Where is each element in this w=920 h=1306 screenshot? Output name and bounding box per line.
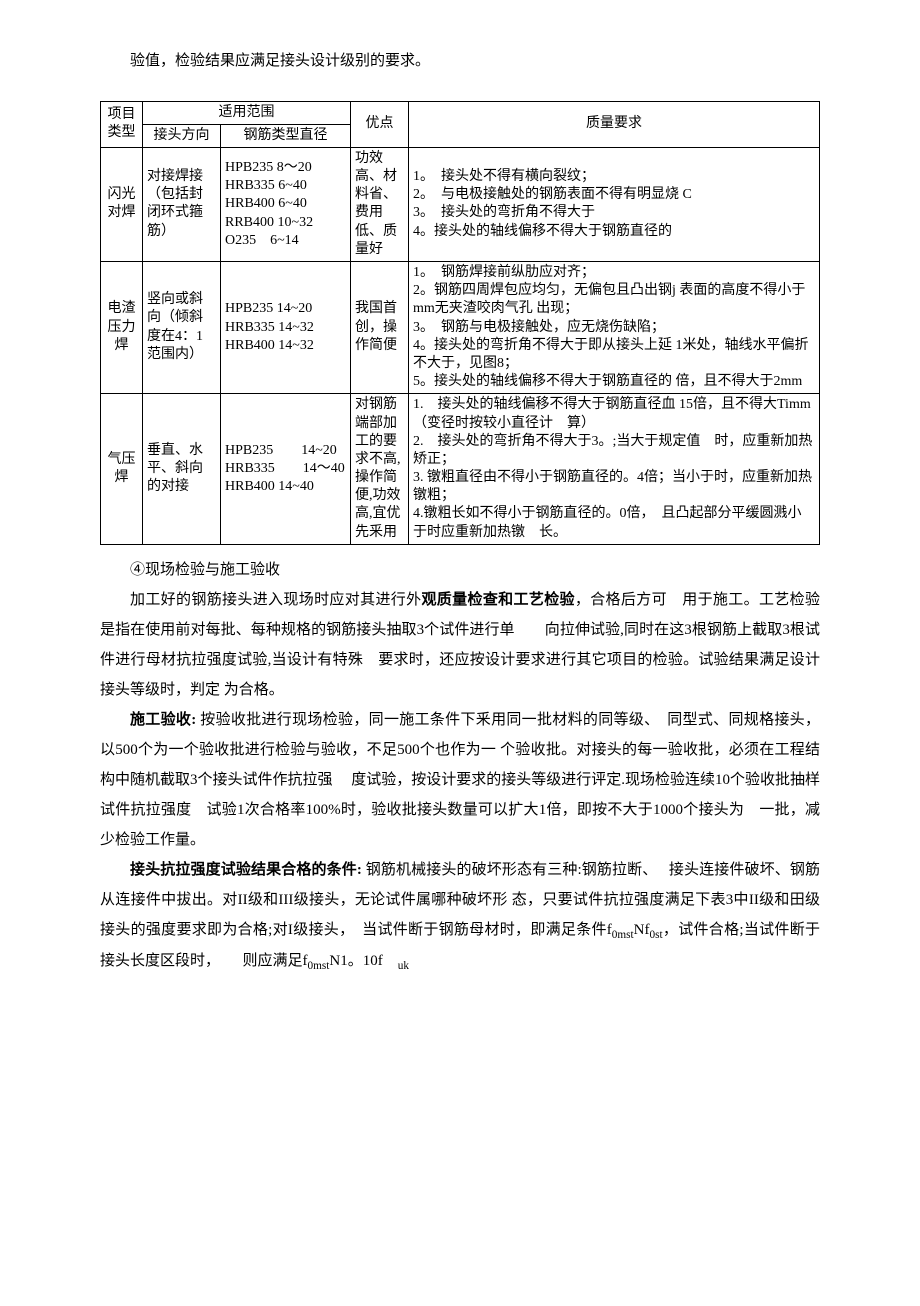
cell-adv: 对钢筋端部加工的要求不高,操作简便,功效高,宜优先釆用 bbox=[351, 394, 409, 545]
text: 加工好的钢筋接头进入现场时应对其进行外 bbox=[130, 592, 421, 608]
text: Nf bbox=[634, 922, 650, 938]
cell-dir: 垂直、水平、斜向的对接 bbox=[143, 394, 221, 545]
bold-text: 接头抗拉强度试验结果合格的条件: bbox=[130, 862, 362, 878]
table-row: 电渣压力 焊 竖向或斜向（倾斜度在4：1范围内） HPB235 14~20 HR… bbox=[101, 262, 820, 394]
text bbox=[383, 953, 398, 969]
th-dir: 接头方向 bbox=[143, 124, 221, 147]
bold-text: 观质量检查和工艺检验 bbox=[421, 592, 574, 608]
cell-req: 1. 接头处的轴线偏移不得大于钢筋直径血 15倍，且不得大Timm （变径时按较… bbox=[409, 394, 820, 545]
cell-req: 1。 接头处不得有横向裂纹； 2。 与电极接触处的钢筋表面不得有明显烧 C 3。… bbox=[409, 147, 820, 261]
subscript: 0mst bbox=[308, 960, 330, 972]
text: N1。10f bbox=[329, 953, 382, 969]
cell-adv: 我国首创，操作简便 bbox=[351, 262, 409, 394]
subscript: 0mst bbox=[612, 929, 634, 941]
th-req: 质量要求 bbox=[409, 101, 820, 147]
cell-type: 闪光对焊 bbox=[101, 147, 143, 261]
table-row: 气压焊 垂直、水平、斜向的对接 HPB235 14~20 HRB335 14〜4… bbox=[101, 394, 820, 545]
cell-dir: 对接焊接（包括封闭环式箍筋） bbox=[143, 147, 221, 261]
cell-diam: HPB235 14~20 HRB335 14〜40 HRB400 14~40 bbox=[221, 394, 351, 545]
subscript: uk bbox=[398, 960, 409, 972]
paragraph: 施工验收: 按验收批进行现场检验，同一施工条件下釆用同一批材料的同等级、 同型式… bbox=[100, 705, 820, 855]
intro-text: 验值，检验结果应满足接头设计级别的要求。 bbox=[100, 50, 820, 73]
paragraph: 加工好的钢筋接头进入现场时应对其进行外观质量检查和工艺检验，合格后方可 用于施工… bbox=[100, 585, 820, 705]
text: 按验收批进行现场检验，同一施工条件下釆用同一批材料的同等级、 同型式、同规格接头… bbox=[100, 712, 820, 848]
cell-dir: 竖向或斜向（倾斜度在4：1范围内） bbox=[143, 262, 221, 394]
cell-type: 电渣压力 焊 bbox=[101, 262, 143, 394]
bold-text: 施工验收: bbox=[130, 712, 196, 728]
paragraph: 接头抗拉强度试验结果合格的条件: 钢筋机械接头的破坏形态有三种:钢筋拉断、 接头… bbox=[100, 855, 820, 978]
welding-table: 项目类型 适用范围 优点 质量要求 接头方向 钢筋类型直径 闪光对焊 对接焊接（… bbox=[100, 101, 820, 545]
cell-req: 1。 钢筋焊接前纵肋应对齐； 2。钢筋四周焊包应均匀，无偏包且凸出钢j 表面的高… bbox=[409, 262, 820, 394]
th-diam: 钢筋类型直径 bbox=[221, 124, 351, 147]
cell-adv: 功效高、材料省、费用低、质量好 bbox=[351, 147, 409, 261]
cell-diam: HPB235 14~20 HRB335 14~32 HRB400 14~32 bbox=[221, 262, 351, 394]
table-row: 闪光对焊 对接焊接（包括封闭环式箍筋） HPB235 8〜20 HRB335 6… bbox=[101, 147, 820, 261]
cell-type: 气压焊 bbox=[101, 394, 143, 545]
th-scope: 适用范围 bbox=[143, 101, 351, 124]
th-type: 项目类型 bbox=[101, 101, 143, 147]
section-title: ④现场检验与施工验收 bbox=[100, 555, 820, 585]
subscript: 0st bbox=[650, 929, 663, 941]
cell-diam: HPB235 8〜20 HRB335 6~40 HRB400 6~40 RRB4… bbox=[221, 147, 351, 261]
th-adv: 优点 bbox=[351, 101, 409, 147]
